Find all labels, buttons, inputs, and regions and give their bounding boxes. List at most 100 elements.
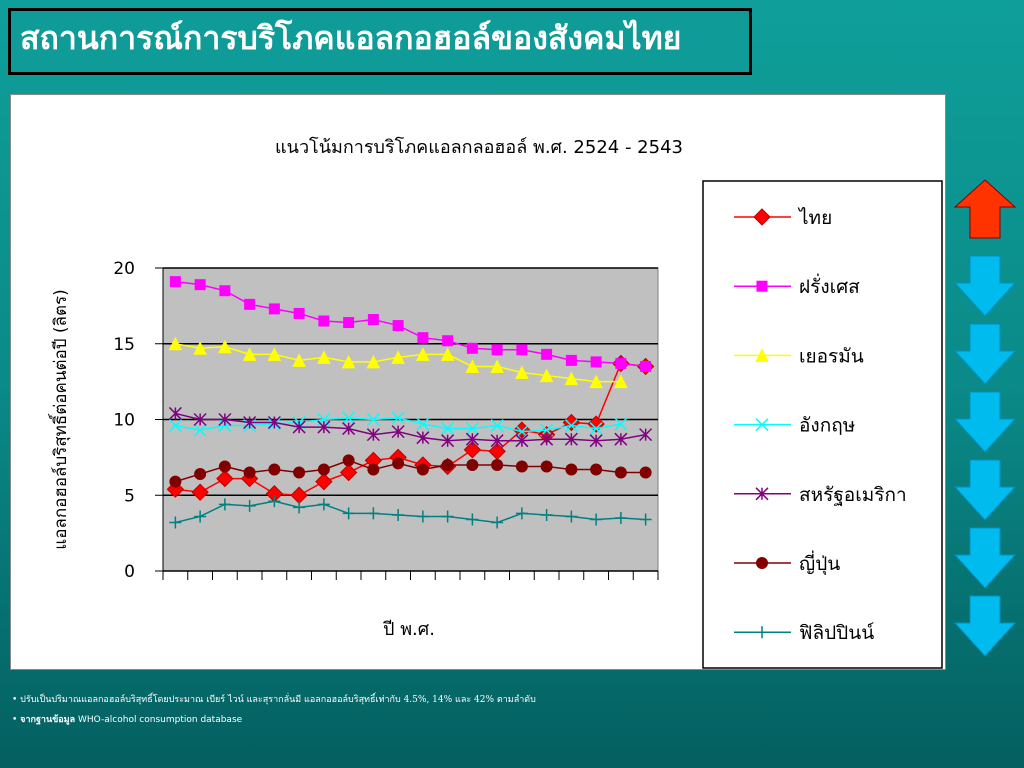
- point: [317, 463, 330, 476]
- series: [168, 336, 628, 389]
- point: [366, 354, 381, 369]
- point: [366, 412, 380, 427]
- point: [367, 314, 379, 326]
- down-arrow[interactable]: [953, 595, 1017, 657]
- point: [540, 432, 554, 446]
- point: [191, 483, 209, 501]
- point: [416, 347, 430, 361]
- down-arrow[interactable]: [953, 459, 1017, 521]
- point: [540, 460, 553, 473]
- point: [218, 460, 231, 473]
- point: [194, 468, 207, 481]
- point: [589, 374, 603, 389]
- legend-label: อังกฤษ: [799, 415, 855, 437]
- point: [218, 498, 231, 511]
- legend-label: ฝรั่งเศส: [799, 273, 860, 298]
- point: [516, 344, 528, 356]
- point: [440, 347, 455, 361]
- point: [466, 458, 479, 471]
- down-arrow[interactable]: [953, 255, 1017, 317]
- point: [392, 508, 405, 521]
- point: [490, 434, 504, 448]
- point: [268, 303, 280, 315]
- point: [244, 298, 256, 310]
- title-box: [8, 8, 752, 75]
- point: [391, 411, 405, 425]
- point: [194, 279, 206, 291]
- legend-label: ฟิลิปปินน์: [799, 622, 874, 644]
- point: [756, 557, 768, 569]
- point: [193, 423, 207, 437]
- point: [442, 335, 454, 347]
- y-tick-label: 10: [113, 411, 135, 431]
- point: [391, 350, 405, 364]
- point: [168, 419, 182, 433]
- point: [342, 422, 356, 436]
- point: [539, 368, 554, 383]
- series: [169, 495, 652, 529]
- point: [243, 466, 256, 479]
- point: [242, 347, 257, 361]
- point: [317, 498, 330, 511]
- point: [267, 415, 281, 430]
- point: [614, 466, 627, 479]
- down-arrow[interactable]: [953, 391, 1017, 453]
- point: [318, 315, 330, 327]
- point: [465, 422, 479, 436]
- legend-label: ญี่ปุ่น: [799, 550, 840, 576]
- point: [515, 434, 529, 448]
- chart-panel: แนวโน้มการบริโภคแอลกลอฮอล์ พ.ศ. 2524 - 2…: [10, 94, 946, 670]
- y-tick-label: 0: [124, 562, 135, 582]
- point: [540, 508, 553, 521]
- point: [756, 280, 768, 292]
- point: [565, 354, 577, 366]
- footnote-text: ปรับเป็นปริมาณแอลกอฮอล์บริสุทธิ์โดยประมา…: [20, 695, 536, 705]
- point: [168, 336, 183, 351]
- footnote: • จากฐานข้อมูล WHO-alcohol consumption d…: [12, 715, 243, 725]
- chart: แนวโน้มการบริโภคแอลกลอฮอล์ พ.ศ. 2524 - 2…: [48, 136, 943, 669]
- down-arrow[interactable]: [953, 323, 1017, 385]
- point: [193, 412, 207, 427]
- point: [640, 360, 652, 372]
- point: [590, 463, 603, 476]
- point: [243, 499, 256, 512]
- point: [341, 354, 356, 369]
- point: [267, 347, 282, 361]
- point: [169, 276, 181, 288]
- point: [614, 511, 627, 524]
- point: [639, 466, 652, 479]
- point: [317, 420, 331, 434]
- point: [753, 208, 771, 226]
- y-tick-label: 20: [113, 259, 135, 279]
- point: [218, 412, 232, 427]
- point: [315, 472, 333, 491]
- point: [343, 317, 355, 329]
- point: [366, 428, 380, 442]
- point: [293, 307, 305, 319]
- point: [216, 469, 234, 488]
- point: [615, 357, 627, 369]
- point: [317, 350, 331, 364]
- up-arrow[interactable]: [953, 179, 1017, 239]
- point: [342, 454, 355, 467]
- footnote: • ปรับเป็นปริมาณแอลกอฮอล์บริสุทธิ์โดยประ…: [12, 695, 536, 705]
- point: [416, 431, 430, 445]
- point: [466, 342, 478, 354]
- point: [491, 344, 503, 356]
- point: [465, 432, 479, 446]
- down-arrow[interactable]: [953, 527, 1017, 589]
- y-axis-label: แอลกอฮอล์บริสุทธิ์ต่อคนต่อปี (ลิตร): [48, 289, 71, 550]
- point: [293, 466, 306, 479]
- point: [243, 415, 257, 430]
- series: [168, 411, 628, 439]
- point: [441, 434, 455, 448]
- point: [540, 423, 554, 437]
- point: [755, 348, 769, 362]
- y-tick-label: 5: [124, 486, 135, 506]
- point: [515, 460, 528, 473]
- series: [169, 276, 652, 372]
- point: [541, 348, 553, 360]
- point: [515, 365, 529, 380]
- point: [367, 507, 380, 520]
- point: [218, 339, 232, 354]
